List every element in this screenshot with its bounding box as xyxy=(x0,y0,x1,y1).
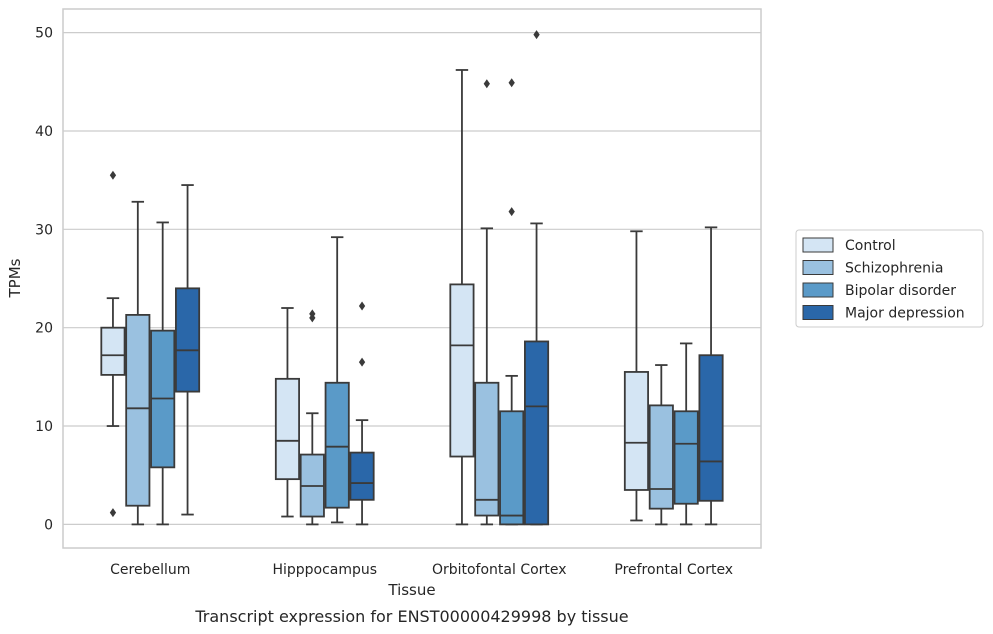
legend-swatch xyxy=(802,260,834,275)
outlier-point xyxy=(508,207,515,217)
y-tick-label: 30 xyxy=(35,222,53,238)
legend-item: Major depression xyxy=(802,305,965,322)
legend-swatch xyxy=(802,305,834,320)
y-axis-label: TPMs xyxy=(6,258,24,298)
box xyxy=(175,184,201,516)
figure-caption: Transcript expression for ENST0000042999… xyxy=(194,607,628,626)
legend-label: Control xyxy=(845,238,896,254)
iqr-box xyxy=(100,326,126,376)
outlier-point xyxy=(309,309,316,319)
legend-item: Bipolar disorder xyxy=(802,282,956,299)
box xyxy=(524,30,550,526)
iqr-box xyxy=(673,410,699,505)
box xyxy=(648,364,674,526)
x-tick-labels: Cerebellum Hipppocampus Orbitofontal Corte… xyxy=(110,562,733,578)
legend-label: Bipolar disorder xyxy=(845,283,956,299)
box xyxy=(449,69,475,526)
iqr-box xyxy=(499,410,525,526)
iqr-box xyxy=(623,371,649,491)
legend-label: Schizophrenia xyxy=(845,261,943,277)
box xyxy=(100,170,126,518)
box xyxy=(324,236,350,524)
box xyxy=(499,78,525,526)
x-axis-label: Tissue xyxy=(387,581,435,599)
legend-frame xyxy=(795,229,984,328)
y-tick-label: 0 xyxy=(44,517,53,533)
outlier-point xyxy=(109,170,117,180)
x-tick-label: Cerebellum xyxy=(110,562,190,578)
iqr-box xyxy=(274,377,300,481)
y-tick-label: 50 xyxy=(35,26,53,42)
iqr-box xyxy=(524,340,550,526)
legend-label: Major depression xyxy=(845,306,965,322)
x-tick-label: Orbitofontal Cortex xyxy=(432,562,567,578)
series-bipolar-disorder xyxy=(150,78,699,526)
legend-swatch xyxy=(802,237,834,253)
y-tick-label: 40 xyxy=(35,124,53,140)
box xyxy=(623,230,649,522)
box xyxy=(299,309,325,526)
iqr-box xyxy=(449,283,475,458)
outlier-point xyxy=(483,79,490,89)
series-schizophrenia xyxy=(125,79,674,526)
y-tick-labels: 0 10 20 30 40 50 xyxy=(35,26,53,534)
iqr-box xyxy=(324,381,350,509)
legend: Control Schizophrenia Bipolar disorder Majo… xyxy=(795,229,984,328)
legend-item: Control xyxy=(802,237,896,254)
iqr-box xyxy=(175,287,201,393)
box-plot-series xyxy=(100,30,724,526)
series-control xyxy=(100,69,649,526)
outlier-point xyxy=(109,508,117,518)
outlier-point xyxy=(533,30,540,40)
series-major-depression xyxy=(175,30,724,526)
box xyxy=(698,226,724,526)
iqr-box xyxy=(698,354,724,502)
iqr-box xyxy=(349,451,375,501)
iqr-box xyxy=(474,381,500,517)
outlier-point xyxy=(508,78,515,88)
outlier-point xyxy=(358,357,366,367)
box xyxy=(274,307,300,518)
x-tick-label: Prefrontal Cortex xyxy=(614,562,733,578)
box xyxy=(474,79,500,526)
x-tick-label: Hipppocampus xyxy=(272,562,377,578)
box xyxy=(673,342,699,526)
box xyxy=(150,221,176,526)
box xyxy=(125,200,151,526)
y-tick-label: 10 xyxy=(35,419,53,435)
plot-area-frame xyxy=(62,8,762,549)
iqr-box xyxy=(648,404,674,510)
outlier-point xyxy=(358,301,366,311)
iqr-box xyxy=(125,313,151,507)
y-tick-label: 20 xyxy=(35,321,53,337)
legend-swatch xyxy=(802,282,834,298)
legend-item: Schizophrenia xyxy=(802,260,943,277)
box xyxy=(349,301,375,526)
